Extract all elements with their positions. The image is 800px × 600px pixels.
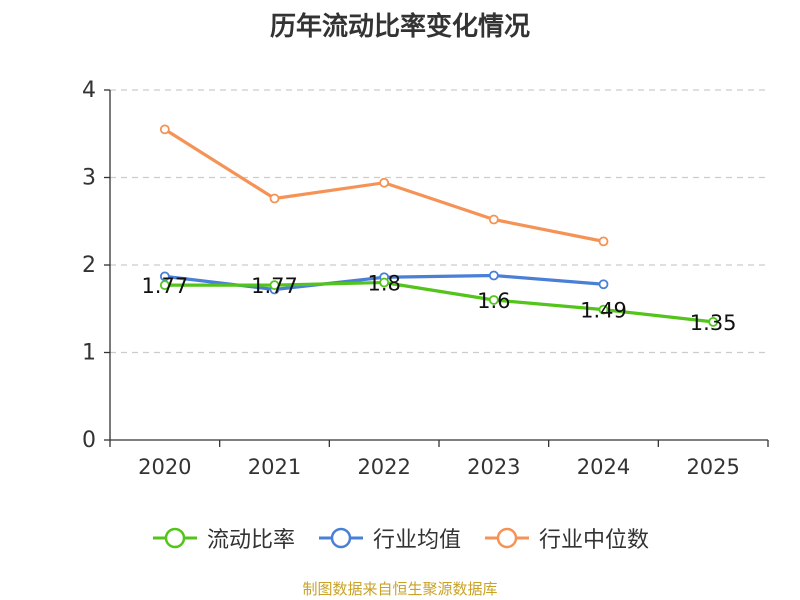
x-tick-label: 2023 bbox=[467, 455, 520, 479]
grid-lines bbox=[110, 89, 768, 354]
data-label: 1.49 bbox=[580, 299, 627, 323]
data-point bbox=[159, 280, 170, 291]
data-point bbox=[488, 295, 499, 305]
data-label: 1.6 bbox=[477, 289, 510, 313]
legend-label: 流动比率 bbox=[206, 528, 295, 553]
data-point bbox=[598, 279, 609, 290]
source-note: 制图数据来自恒生聚源数据库 bbox=[302, 580, 498, 598]
series-lines bbox=[159, 124, 719, 327]
data-point bbox=[488, 270, 499, 281]
legend-item[interactable]: 行业中位数 bbox=[483, 522, 649, 554]
y-tick-label: 4 bbox=[82, 78, 96, 103]
legend: 流动比率 行业均值 行业中位数 bbox=[0, 518, 800, 558]
data-point bbox=[159, 124, 170, 135]
legend-marker-icon bbox=[318, 527, 363, 549]
legend-marker-icon bbox=[485, 527, 529, 549]
y-tick-label: 1 bbox=[82, 341, 96, 366]
data-point bbox=[598, 304, 609, 315]
x-tick-label: 2021 bbox=[248, 455, 301, 479]
legend-marker-icon bbox=[152, 527, 197, 549]
x-tick-label: 2020 bbox=[138, 455, 191, 479]
x-tick-label: 2022 bbox=[357, 455, 410, 479]
data-label: 1.35 bbox=[690, 311, 737, 335]
legend-label: 行业中位数 bbox=[539, 528, 650, 553]
data-point bbox=[488, 214, 499, 225]
legend-item[interactable]: 流动比率 bbox=[151, 522, 295, 554]
x-tick-label: 2024 bbox=[577, 455, 630, 479]
data-point bbox=[379, 277, 390, 288]
x-tick-label: 2025 bbox=[686, 455, 739, 479]
y-tick-label: 0 bbox=[82, 428, 96, 453]
data-label: 1.77 bbox=[251, 274, 298, 298]
data-point bbox=[598, 236, 609, 247]
axes: 0 1 2 3 4 2020 2021 2022 2023 2024 2025 bbox=[82, 78, 769, 479]
legend-item[interactable]: 行业均值 bbox=[317, 522, 461, 554]
data-label: 1.77 bbox=[141, 274, 188, 298]
series-line bbox=[164, 280, 714, 324]
y-tick-label: 2 bbox=[82, 253, 96, 278]
y-tick-label: 3 bbox=[82, 166, 96, 191]
data-point bbox=[269, 280, 280, 291]
data-point bbox=[379, 177, 390, 188]
legend-label: 行业均值 bbox=[372, 528, 461, 553]
data-point bbox=[708, 316, 719, 327]
chart-title: 历年流动比率变化情况 bbox=[269, 12, 530, 42]
data-labels: 1.77 1.77 1.8 1.6 1.49 1.35 bbox=[141, 272, 736, 335]
data-label: 1.8 bbox=[367, 272, 400, 296]
data-point bbox=[269, 193, 280, 204]
